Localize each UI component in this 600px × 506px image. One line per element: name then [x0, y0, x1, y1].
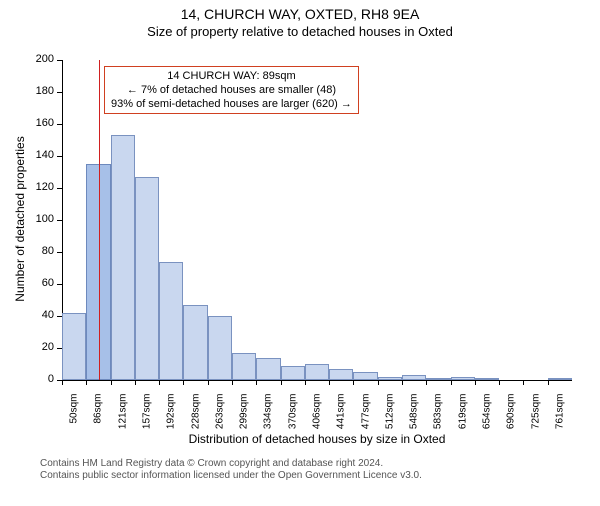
histogram-bar	[256, 358, 280, 380]
x-tick-mark	[475, 380, 476, 385]
y-tick-label: 180	[28, 85, 54, 97]
x-tick-mark	[402, 380, 403, 385]
x-tick-mark	[305, 380, 306, 385]
x-tick-label: 50sqm	[69, 394, 80, 434]
x-tick-label: 477sqm	[360, 394, 371, 434]
y-tick-mark	[57, 188, 62, 189]
chart-plot-area: 02040608010012014016018020050sqm86sqm121…	[62, 60, 572, 380]
x-tick-label: 654sqm	[482, 394, 493, 434]
x-tick-mark	[232, 380, 233, 385]
x-tick-mark	[135, 380, 136, 385]
x-tick-label: 441sqm	[336, 394, 347, 434]
histogram-bar	[62, 313, 86, 380]
x-tick-label: 619sqm	[457, 394, 468, 434]
histogram-bar	[353, 372, 377, 380]
histogram-bar	[475, 378, 499, 380]
x-tick-mark	[329, 380, 330, 385]
x-tick-label: 548sqm	[409, 394, 420, 434]
histogram-bar	[305, 364, 329, 380]
y-tick-label: 140	[28, 149, 54, 161]
y-tick-label: 80	[28, 245, 54, 257]
y-tick-mark	[57, 156, 62, 157]
y-tick-label: 120	[28, 181, 54, 193]
x-tick-label: 583sqm	[433, 394, 444, 434]
histogram-bar	[548, 378, 572, 380]
histogram-bar	[232, 353, 256, 380]
x-tick-mark	[499, 380, 500, 385]
histogram-bar	[135, 177, 159, 380]
x-tick-mark	[548, 380, 549, 385]
x-tick-label: 334sqm	[263, 394, 274, 434]
y-tick-mark	[57, 220, 62, 221]
histogram-bar	[111, 135, 135, 380]
x-tick-label: 157sqm	[142, 394, 153, 434]
x-tick-label: 512sqm	[384, 394, 395, 434]
x-tick-label: 299sqm	[239, 394, 250, 434]
x-tick-label: 86sqm	[93, 394, 104, 434]
histogram-bar	[426, 378, 450, 380]
x-tick-label: 121sqm	[117, 394, 128, 434]
x-tick-mark	[86, 380, 87, 385]
y-tick-label: 100	[28, 213, 54, 225]
histogram-bar	[183, 305, 207, 380]
x-axis-label: Distribution of detached houses by size …	[62, 432, 572, 446]
x-tick-label: 690sqm	[506, 394, 517, 434]
y-tick-mark	[57, 252, 62, 253]
y-tick-mark	[57, 284, 62, 285]
histogram-bar	[329, 369, 353, 380]
x-tick-mark	[62, 380, 63, 385]
chart-subtitle: Size of property relative to detached ho…	[0, 24, 600, 39]
x-tick-mark	[159, 380, 160, 385]
y-axis-label: Number of detached properties	[13, 119, 27, 319]
y-tick-mark	[57, 60, 62, 61]
y-tick-label: 60	[28, 277, 54, 289]
x-tick-mark	[523, 380, 524, 385]
y-tick-label: 200	[28, 53, 54, 65]
histogram-bar	[378, 377, 402, 380]
x-tick-mark	[111, 380, 112, 385]
histogram-bar	[402, 375, 426, 380]
y-tick-mark	[57, 124, 62, 125]
histogram-bar	[451, 377, 475, 380]
footer-line2: Contains public sector information licen…	[40, 470, 422, 482]
footer-line1: Contains HM Land Registry data © Crown c…	[40, 458, 422, 470]
y-tick-mark	[57, 92, 62, 93]
x-tick-mark	[183, 380, 184, 385]
chart-title: 14, CHURCH WAY, OXTED, RH8 9EA	[0, 6, 600, 22]
histogram-bar	[281, 366, 305, 380]
y-tick-label: 20	[28, 341, 54, 353]
x-tick-mark	[378, 380, 379, 385]
x-tick-mark	[353, 380, 354, 385]
x-tick-label: 725sqm	[530, 394, 541, 434]
property-marker-line	[99, 60, 100, 380]
x-tick-mark	[451, 380, 452, 385]
chart-container: 14, CHURCH WAY, OXTED, RH8 9EA Size of p…	[0, 6, 600, 506]
histogram-bar	[208, 316, 232, 380]
x-tick-mark	[256, 380, 257, 385]
y-tick-label: 160	[28, 117, 54, 129]
x-tick-mark	[281, 380, 282, 385]
footer-attribution: Contains HM Land Registry data © Crown c…	[40, 458, 422, 482]
histogram-bar	[159, 262, 183, 380]
x-tick-mark	[426, 380, 427, 385]
x-tick-label: 370sqm	[287, 394, 298, 434]
y-tick-label: 40	[28, 309, 54, 321]
x-tick-label: 192sqm	[166, 394, 177, 434]
x-tick-label: 263sqm	[214, 394, 225, 434]
x-tick-label: 228sqm	[190, 394, 201, 434]
y-tick-label: 0	[28, 373, 54, 385]
x-tick-mark	[208, 380, 209, 385]
x-tick-label: 761sqm	[554, 394, 565, 434]
x-tick-label: 406sqm	[312, 394, 323, 434]
